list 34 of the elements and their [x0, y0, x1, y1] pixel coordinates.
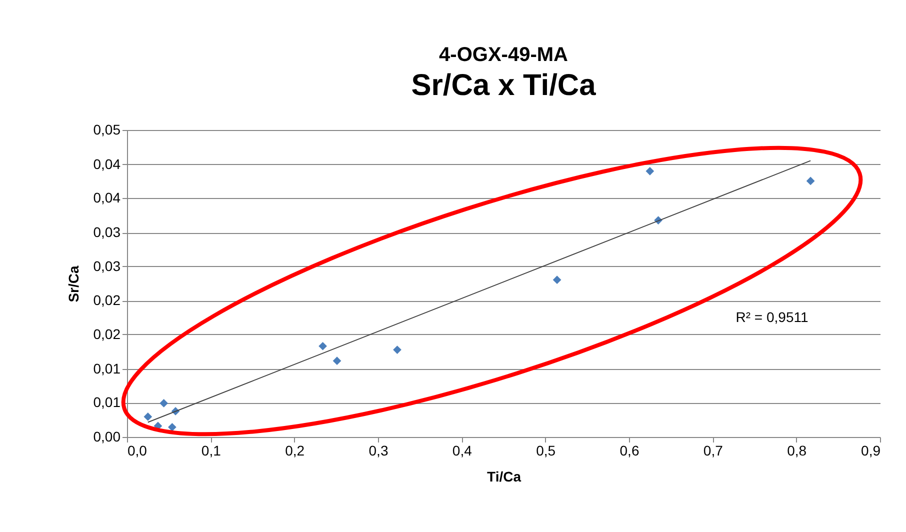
point	[144, 412, 152, 421]
point	[160, 399, 168, 408]
y-axis-title: Sr/Ca	[65, 266, 82, 302]
x-tick-label: 0,2	[285, 442, 305, 458]
point	[332, 356, 342, 366]
y-tick-label: 0,02	[93, 292, 121, 308]
y-tick-label: 0,03	[93, 224, 121, 240]
chart-title: 4-OGX-49-MA	[439, 44, 568, 66]
x-tick-label: 0,7	[703, 442, 724, 458]
point	[393, 346, 402, 354]
x-tick-label: 0,1	[201, 442, 222, 458]
y-tick-label: 0,01	[93, 360, 121, 376]
point	[646, 166, 654, 176]
y-tick-label: 0,01	[93, 394, 121, 410]
x-tick-label: 0,8	[787, 442, 807, 458]
y-tick-label: 0,04	[93, 156, 121, 172]
x-tick-label: 0,0	[128, 442, 148, 458]
point	[806, 176, 815, 186]
y-tick-label: 0,00	[93, 428, 121, 444]
point	[552, 276, 562, 284]
x-tick-label: 0,4	[452, 442, 472, 458]
y-tick-label: 0,02	[93, 326, 121, 342]
point	[318, 342, 327, 350]
y-tick-label: 0,05	[93, 122, 121, 138]
y-tick-label: 0,03	[93, 258, 121, 274]
chart-subtitle: Sr/Ca x Ti/Ca	[411, 69, 596, 102]
x-tick-label: 0,6	[620, 442, 640, 458]
x-tick-label: 0,5	[536, 442, 556, 458]
x-tick-label: 0,9	[861, 442, 881, 458]
x-axis-title: Ti/Ca	[487, 468, 522, 484]
y-tick-label: 0,04	[93, 190, 121, 206]
x-tick-label: 0,3	[368, 442, 388, 458]
point	[168, 422, 176, 432]
annotation: R² = 0,9511	[736, 309, 808, 325]
